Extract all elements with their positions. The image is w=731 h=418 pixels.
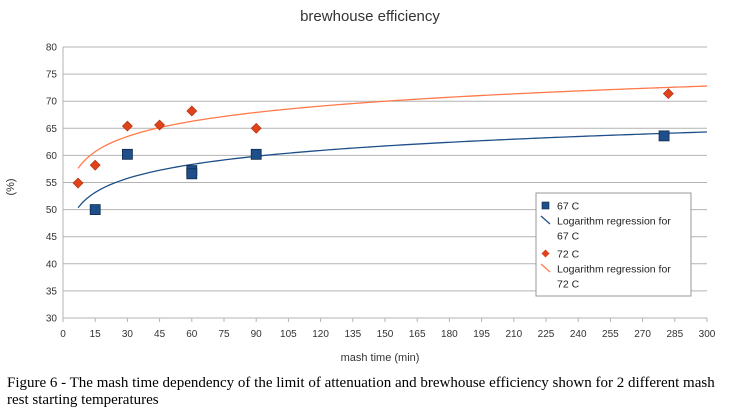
legend-label: Logarithm regression for <box>557 216 671 228</box>
x-tick-label: 30 <box>122 329 134 340</box>
x-tick-label: 135 <box>344 329 361 340</box>
figure-caption: Figure 6 - The mash time dependency of t… <box>7 375 715 408</box>
legend-label: 67 C <box>557 231 580 243</box>
y-tick-label: 70 <box>46 97 58 108</box>
y-tick-label: 45 <box>46 232 58 243</box>
regression-line-series-3 <box>77 85 708 169</box>
x-tick-label: 120 <box>312 329 329 340</box>
data-point-72c <box>154 119 166 131</box>
y-tick-label: 40 <box>46 259 58 270</box>
x-tick-label: 15 <box>90 329 102 340</box>
data-point-67c <box>250 148 262 160</box>
data-point-72c <box>121 120 133 132</box>
plot-area: 30 35 40 45 50 55 60 65 70 75 80 0 15 30 45 60 75 90 105 12… <box>46 43 716 341</box>
x-tick-label: 300 <box>699 329 716 340</box>
x-tick-label: 225 <box>538 329 555 340</box>
x-tick-label: 210 <box>505 329 522 340</box>
legend-marker-square <box>541 201 550 210</box>
x-tick-label: 90 <box>251 329 263 340</box>
x-tick-label: 255 <box>602 329 619 340</box>
legend: 67 C Logarithm regression for 67 C 72 C Loga… <box>535 192 692 297</box>
data-point-72c <box>250 122 262 134</box>
data-point-67c <box>186 168 198 180</box>
legend-box <box>535 192 692 297</box>
data-point-72c <box>72 177 84 189</box>
y-tick-label: 30 <box>46 314 58 325</box>
data-point-72c <box>186 105 198 117</box>
y-tick-label: 60 <box>46 151 58 162</box>
data-point-67c <box>89 204 101 216</box>
data-point-67c <box>122 148 133 160</box>
x-axis-label: mash time (min) <box>341 352 420 364</box>
x-tick-label: 165 <box>409 329 426 340</box>
data-point-67c <box>658 130 670 142</box>
legend-label: 72 C <box>557 249 580 261</box>
x-tick-label: 270 <box>634 329 651 340</box>
x-tick-label: 195 <box>473 329 490 340</box>
x-tick-label: 285 <box>666 329 683 340</box>
legend-label: 67 C <box>557 201 580 213</box>
x-tick-label: 150 <box>377 329 394 340</box>
y-tick-label: 55 <box>46 178 58 189</box>
regression-line-series-1 <box>77 131 708 209</box>
y-axis-label: (%) <box>5 178 17 195</box>
legend-marker-line <box>540 263 551 273</box>
x-tick-label: 75 <box>218 329 230 340</box>
x-tick-label: 180 <box>441 329 458 340</box>
x-tick-label: 105 <box>280 329 297 340</box>
x-tick-label: 240 <box>570 329 587 340</box>
y-tick-label: 80 <box>46 43 58 54</box>
x-tick-label: 0 <box>60 329 66 340</box>
data-point-72c <box>89 159 101 171</box>
chart: brewhouse efficiency 30 35 40 45 50 55 60 65 70 7… <box>5 8 716 364</box>
legend-label: 72 C <box>557 279 580 291</box>
y-tick-label: 35 <box>46 286 58 297</box>
y-tick-label: 75 <box>46 70 58 81</box>
x-tick-label: 45 <box>154 329 166 340</box>
x-tick-label: 60 <box>186 329 198 340</box>
data-point-72c <box>662 88 674 100</box>
chart-title: brewhouse efficiency <box>300 8 440 25</box>
legend-label: Logarithm regression for <box>557 264 671 276</box>
y-tick-label: 65 <box>46 124 58 135</box>
legend-marker-diamond <box>541 249 550 258</box>
y-tick-label: 50 <box>46 205 58 216</box>
legend-marker-line <box>540 215 551 225</box>
